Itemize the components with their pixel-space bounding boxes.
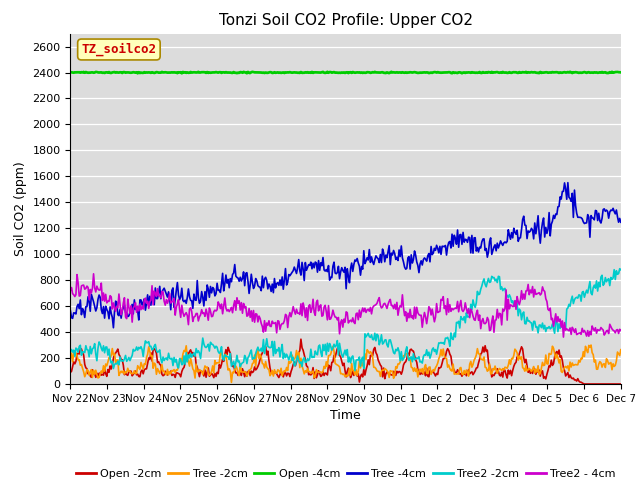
Open -2cm	[606, 381, 614, 387]
Line: Open -4cm: Open -4cm	[70, 72, 621, 73]
Line: Tree -4cm: Tree -4cm	[70, 183, 621, 328]
Tree2 -2cm	[617, 267, 625, 273]
Tree -4cm	[564, 180, 572, 186]
Open -4cm	[67, 69, 74, 75]
Tree -2cm	[67, 355, 74, 361]
Tree -4cm	[332, 271, 340, 276]
Open -2cm	[365, 362, 373, 368]
Title: Tonzi Soil CO2 Profile: Upper CO2: Tonzi Soil CO2 Profile: Upper CO2	[219, 13, 472, 28]
Open -4cm	[566, 69, 574, 75]
Legend: Open -2cm, Tree -2cm, Open -4cm, Tree -4cm, Tree2 -2cm, Tree2 - 4cm: Open -2cm, Tree -2cm, Open -4cm, Tree -4…	[71, 465, 620, 480]
Tree2 - 4cm	[329, 307, 337, 313]
Line: Open -2cm: Open -2cm	[70, 339, 621, 384]
Open -2cm	[332, 350, 340, 356]
X-axis label: Time: Time	[330, 409, 361, 422]
Tree -2cm	[329, 343, 337, 349]
Tree -2cm	[228, 380, 236, 385]
Tree -4cm	[617, 219, 625, 225]
Open -2cm	[396, 369, 403, 374]
Open -4cm	[606, 69, 614, 75]
Tree2 -2cm	[328, 348, 335, 353]
Tree2 - 4cm	[519, 297, 527, 302]
Tree2 -2cm	[365, 334, 373, 339]
Tree -2cm	[617, 347, 625, 353]
Tree -2cm	[587, 342, 595, 348]
Open -2cm	[297, 336, 305, 342]
Line: Tree2 -2cm: Tree2 -2cm	[70, 269, 621, 371]
Tree2 - 4cm	[617, 328, 625, 334]
Tree -4cm	[365, 247, 373, 252]
Tree2 - 4cm	[606, 322, 614, 327]
Tree2 -2cm	[67, 348, 74, 354]
Tree -2cm	[606, 360, 614, 366]
Open -2cm	[329, 359, 337, 365]
Tree2 -2cm	[396, 349, 403, 355]
Tree2 - 4cm	[90, 271, 97, 276]
Open -2cm	[617, 381, 625, 387]
Tree -2cm	[332, 361, 340, 367]
Tree2 - 4cm	[365, 308, 373, 314]
Tree -4cm	[109, 325, 117, 331]
Tree2 - 4cm	[559, 334, 567, 340]
Tree -4cm	[67, 308, 74, 313]
Open -4cm	[396, 70, 403, 75]
Tree2 - 4cm	[396, 306, 403, 312]
Tree -4cm	[329, 264, 337, 269]
Tree -2cm	[396, 361, 403, 367]
Tree2 -2cm	[616, 266, 623, 272]
Y-axis label: Soil CO2 (ppm): Soil CO2 (ppm)	[14, 161, 27, 256]
Tree2 -2cm	[351, 368, 359, 373]
Tree -2cm	[519, 365, 527, 371]
Tree -4cm	[606, 209, 614, 215]
Tree -2cm	[365, 350, 373, 356]
Tree2 -2cm	[332, 344, 339, 350]
Tree2 -2cm	[605, 276, 612, 282]
Open -2cm	[67, 370, 74, 375]
Open -4cm	[519, 69, 527, 75]
Line: Tree2 - 4cm: Tree2 - 4cm	[70, 274, 621, 337]
Open -4cm	[178, 71, 186, 76]
Tree2 - 4cm	[332, 314, 340, 320]
Text: TZ_soilco2: TZ_soilco2	[81, 43, 156, 56]
Open -4cm	[329, 70, 337, 75]
Tree -4cm	[519, 216, 527, 222]
Open -4cm	[617, 70, 625, 75]
Open -2cm	[519, 346, 527, 352]
Open -4cm	[332, 70, 340, 75]
Tree2 -2cm	[519, 311, 527, 316]
Tree2 - 4cm	[67, 288, 74, 293]
Open -4cm	[365, 70, 373, 75]
Open -2cm	[580, 381, 588, 387]
Tree -4cm	[396, 247, 403, 253]
Line: Tree -2cm: Tree -2cm	[70, 345, 621, 383]
